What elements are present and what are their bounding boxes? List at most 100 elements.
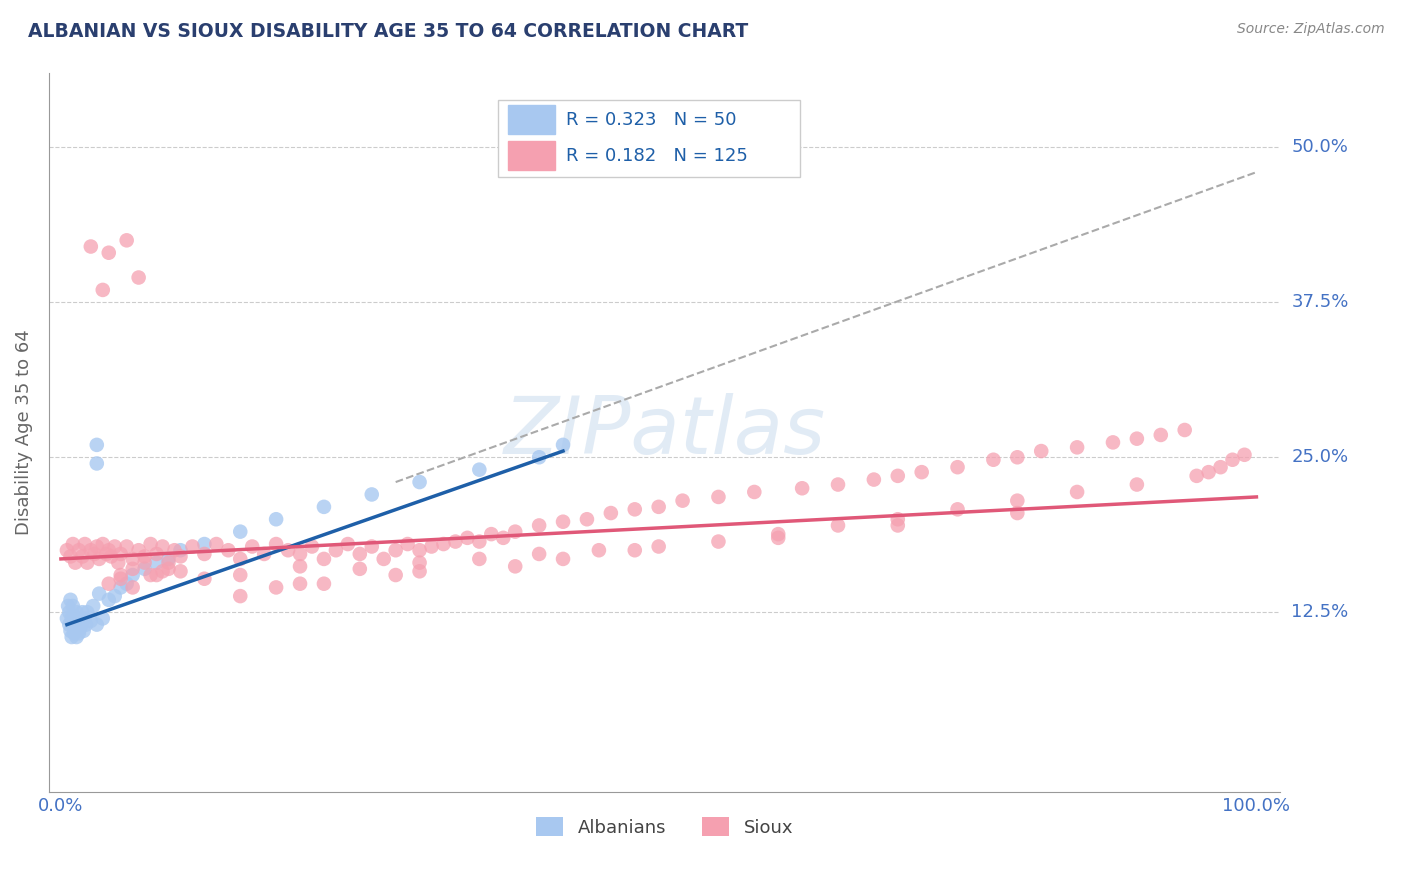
Point bbox=[145, 556, 167, 570]
Point bbox=[89, 586, 111, 600]
Point bbox=[67, 626, 90, 640]
Point bbox=[75, 617, 97, 632]
Point bbox=[107, 556, 129, 570]
Point bbox=[58, 605, 80, 619]
Point bbox=[115, 233, 138, 247]
Point bbox=[157, 552, 180, 566]
Point bbox=[152, 564, 174, 578]
Point bbox=[97, 543, 120, 558]
Bar bbox=[509, 141, 555, 170]
Point bbox=[193, 572, 215, 586]
Point bbox=[768, 527, 790, 541]
Point bbox=[134, 562, 156, 576]
Point bbox=[623, 543, 645, 558]
Point bbox=[100, 549, 122, 564]
Point bbox=[288, 559, 311, 574]
Point bbox=[128, 270, 150, 285]
Point bbox=[384, 543, 406, 558]
Point bbox=[503, 524, 526, 539]
Point bbox=[110, 581, 132, 595]
Point bbox=[1126, 432, 1149, 446]
Point bbox=[65, 556, 87, 570]
Point bbox=[104, 540, 127, 554]
Point bbox=[97, 576, 120, 591]
Point bbox=[60, 630, 83, 644]
Point bbox=[827, 477, 849, 491]
Point bbox=[121, 568, 143, 582]
Point bbox=[707, 534, 730, 549]
Point bbox=[97, 592, 120, 607]
Point bbox=[72, 605, 94, 619]
Point bbox=[145, 568, 167, 582]
Point bbox=[65, 605, 87, 619]
Point bbox=[396, 537, 419, 551]
Point bbox=[134, 556, 156, 570]
Point bbox=[551, 552, 574, 566]
Point bbox=[946, 502, 969, 516]
Point bbox=[983, 452, 1005, 467]
Point bbox=[70, 617, 93, 632]
Point bbox=[59, 624, 82, 638]
Point bbox=[240, 540, 263, 554]
Point bbox=[229, 524, 252, 539]
Point bbox=[91, 611, 114, 625]
FancyBboxPatch shape bbox=[498, 100, 800, 178]
Point bbox=[1233, 448, 1256, 462]
Point bbox=[229, 568, 252, 582]
Point bbox=[139, 537, 162, 551]
Point bbox=[56, 599, 79, 613]
Point bbox=[1007, 493, 1029, 508]
Point bbox=[911, 465, 934, 479]
Point bbox=[551, 515, 574, 529]
Point bbox=[73, 537, 96, 551]
Point bbox=[444, 534, 467, 549]
Point bbox=[1222, 452, 1244, 467]
Point bbox=[62, 599, 84, 613]
Point bbox=[152, 540, 174, 554]
Point bbox=[468, 463, 491, 477]
Point bbox=[575, 512, 598, 526]
Point bbox=[63, 609, 86, 624]
Point bbox=[76, 556, 98, 570]
Text: 12.5%: 12.5% bbox=[1292, 603, 1348, 621]
Point bbox=[128, 543, 150, 558]
Point bbox=[121, 552, 143, 566]
Text: ALBANIAN VS SIOUX DISABILITY AGE 35 TO 64 CORRELATION CHART: ALBANIAN VS SIOUX DISABILITY AGE 35 TO 6… bbox=[28, 22, 748, 41]
Point bbox=[264, 512, 287, 526]
Point bbox=[288, 547, 311, 561]
Point bbox=[72, 549, 94, 564]
Point bbox=[503, 559, 526, 574]
Point bbox=[432, 537, 454, 551]
Point bbox=[349, 547, 371, 561]
Point bbox=[121, 562, 143, 576]
Point bbox=[1102, 435, 1125, 450]
Point bbox=[360, 487, 382, 501]
Point bbox=[312, 552, 335, 566]
Point bbox=[1209, 460, 1232, 475]
Point bbox=[56, 611, 79, 625]
Point bbox=[157, 562, 180, 576]
Point bbox=[86, 438, 108, 452]
Legend: Albanians, Sioux: Albanians, Sioux bbox=[529, 810, 800, 844]
Point bbox=[312, 576, 335, 591]
Point bbox=[408, 564, 430, 578]
Point bbox=[205, 537, 228, 551]
Point bbox=[193, 547, 215, 561]
Point bbox=[1198, 465, 1220, 479]
Point bbox=[73, 611, 96, 625]
Point bbox=[59, 592, 82, 607]
Point bbox=[69, 614, 91, 628]
Point bbox=[1174, 423, 1197, 437]
Point bbox=[336, 537, 359, 551]
Point bbox=[253, 547, 276, 561]
Point bbox=[863, 473, 886, 487]
Text: 50.0%: 50.0% bbox=[1292, 138, 1348, 156]
Point bbox=[946, 460, 969, 475]
Point bbox=[887, 468, 910, 483]
Point bbox=[110, 572, 132, 586]
Point bbox=[1066, 441, 1088, 455]
Point bbox=[623, 502, 645, 516]
Point bbox=[1185, 468, 1208, 483]
Point bbox=[671, 493, 693, 508]
Point bbox=[169, 549, 191, 564]
